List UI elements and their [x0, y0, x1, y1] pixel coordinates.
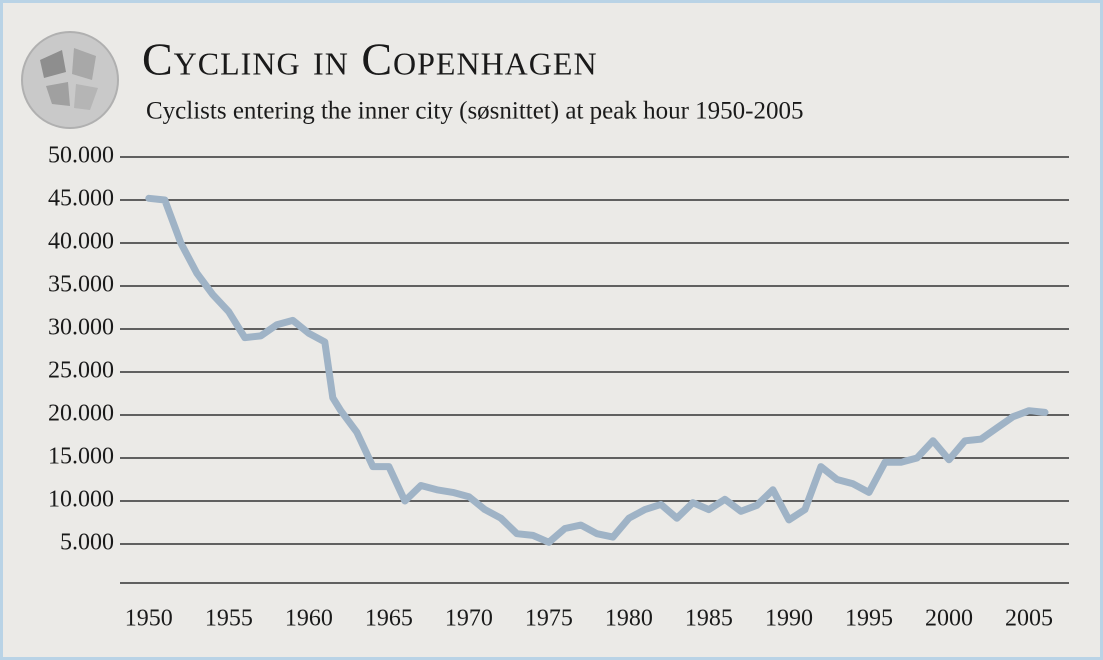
x-tick-label: 1975: [525, 606, 573, 632]
x-tick-label: 1985: [685, 606, 733, 632]
chart-title: Cycling in Copenhagen: [142, 34, 598, 85]
y-tick-label: 5.000: [60, 530, 114, 556]
x-tick-label: 1955: [205, 606, 253, 632]
y-tick-label: 20.000: [48, 401, 114, 427]
y-tick-label: 40.000: [48, 229, 114, 255]
y-tick-label: 15.000: [48, 444, 114, 470]
y-tick-label: 50.000: [48, 143, 114, 169]
x-tick-label: 1980: [605, 606, 653, 632]
x-tick-label: 1970: [445, 606, 493, 632]
y-tick-label: 25.000: [48, 358, 114, 384]
y-tick-label: 30.000: [48, 315, 114, 341]
x-tick-label: 2005: [1005, 606, 1053, 632]
x-tick-label: 1960: [285, 606, 333, 632]
x-tick-label: 1965: [365, 606, 413, 632]
x-tick-label: 1995: [845, 606, 893, 632]
x-tick-label: 1990: [765, 606, 813, 632]
x-tick-label: 1950: [125, 606, 173, 632]
y-tick-label: 45.000: [48, 186, 114, 212]
y-tick-label: 35.000: [48, 272, 114, 298]
x-tick-label: 2000: [925, 606, 973, 632]
data-line: [145, 194, 1049, 546]
chart-subtitle: Cyclists entering the inner city (søsnit…: [146, 98, 804, 125]
y-tick-label: 10.000: [48, 487, 114, 513]
logo: [21, 31, 119, 129]
